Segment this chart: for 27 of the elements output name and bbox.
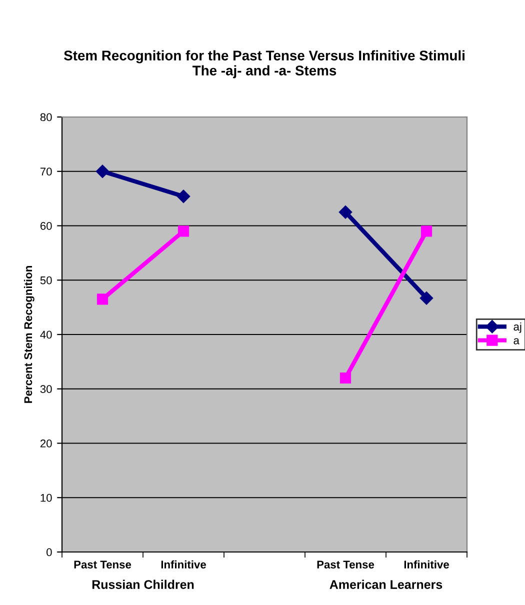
point: [338, 206, 352, 219]
point: [420, 291, 434, 305]
x-tick-label: Infinitive: [161, 560, 206, 568]
y-tick-label: 80: [40, 113, 52, 122]
y-tick-label: 30: [40, 385, 52, 394]
chart-title: Stem Recognition for the Past Tense Versus Infinitive Stimuli The -aj- and -a- Stems: [64, 50, 464, 78]
x-tick-label: Past Tense: [74, 560, 132, 568]
point: [96, 164, 110, 178]
y-tick-label: 20: [40, 440, 52, 448]
legend-label: aj: [514, 322, 522, 333]
point: [176, 190, 190, 203]
y-tick-label: 40: [40, 330, 52, 339]
y-tick-label: 50: [40, 276, 52, 284]
y-tick-label: 60: [40, 222, 52, 230]
point: [178, 226, 190, 237]
point: [340, 372, 352, 384]
y-tick-label: 70: [40, 168, 52, 176]
y-tick-label: 10: [40, 494, 52, 502]
point: [96, 294, 108, 305]
x-tick-label: Infinitive: [404, 560, 449, 568]
y-tick-label: 0: [46, 548, 52, 556]
legend-label: a: [514, 338, 520, 344]
point: [420, 226, 432, 237]
x-tick-label: Past Tense: [317, 560, 374, 568]
y-axis-title: Percent Stem Recognition: [24, 266, 34, 403]
text: American Learners: [330, 580, 442, 589]
text: Russian Children: [92, 580, 194, 589]
